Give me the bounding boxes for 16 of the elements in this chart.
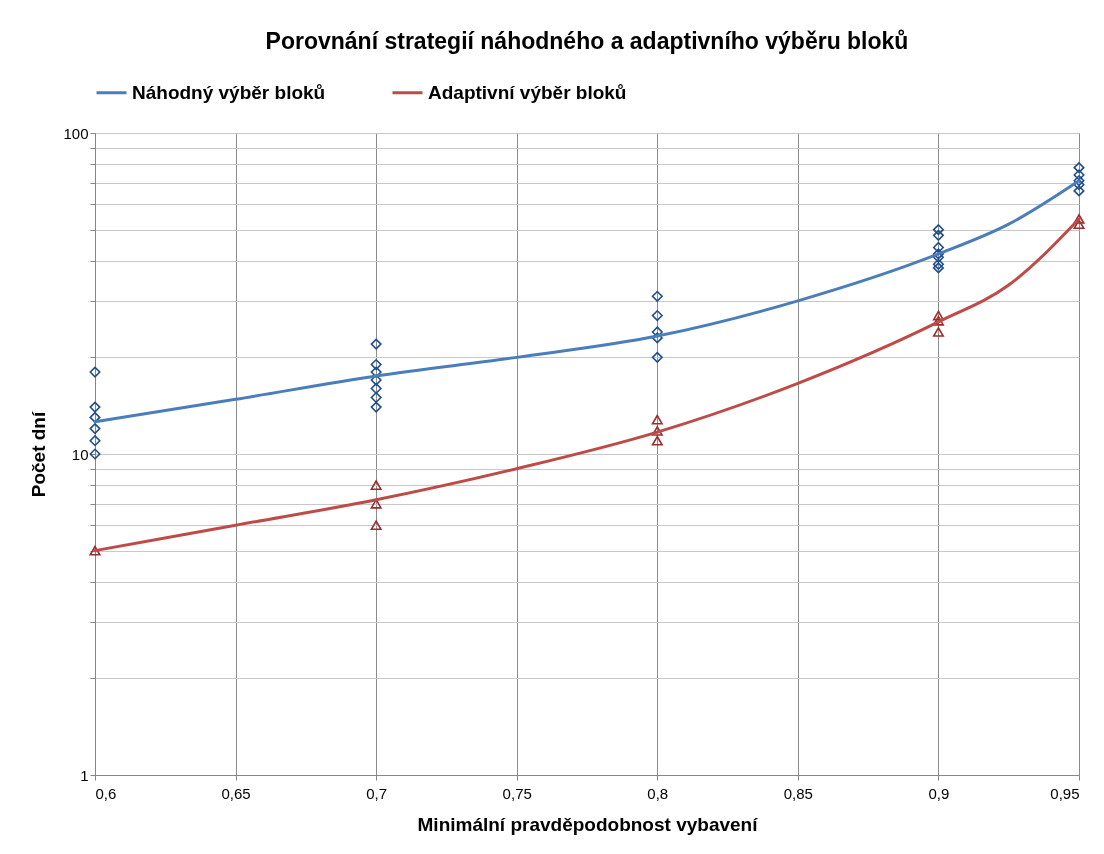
y-tick-label: 10 xyxy=(71,445,89,463)
legend-label: Adaptivní výběr bloků xyxy=(428,81,627,103)
x-axis-title: Minimální pravděpodobnost vybavení xyxy=(417,813,759,835)
x-tick-label: 0,75 xyxy=(502,784,532,802)
y-tick-label: 100 xyxy=(63,124,89,142)
x-tick-label: 0,85 xyxy=(783,784,813,802)
x-tick-label: 0,8 xyxy=(647,784,669,802)
x-tick-label: 0,95 xyxy=(1050,784,1080,802)
x-tick-label: 0,9 xyxy=(928,784,950,802)
chart-title: Porovnání strategií náhodného a adaptivního výběru bloků xyxy=(265,28,909,54)
x-tick-label: 0,7 xyxy=(366,784,388,802)
x-tick-label: 0,6 xyxy=(95,784,117,802)
x-tick-label: 0,65 xyxy=(221,784,251,802)
y-axis-title: Počet dní xyxy=(28,411,50,498)
y-tick-label: 1 xyxy=(80,766,89,784)
legend-label: Náhodný výběr bloků xyxy=(132,81,326,103)
